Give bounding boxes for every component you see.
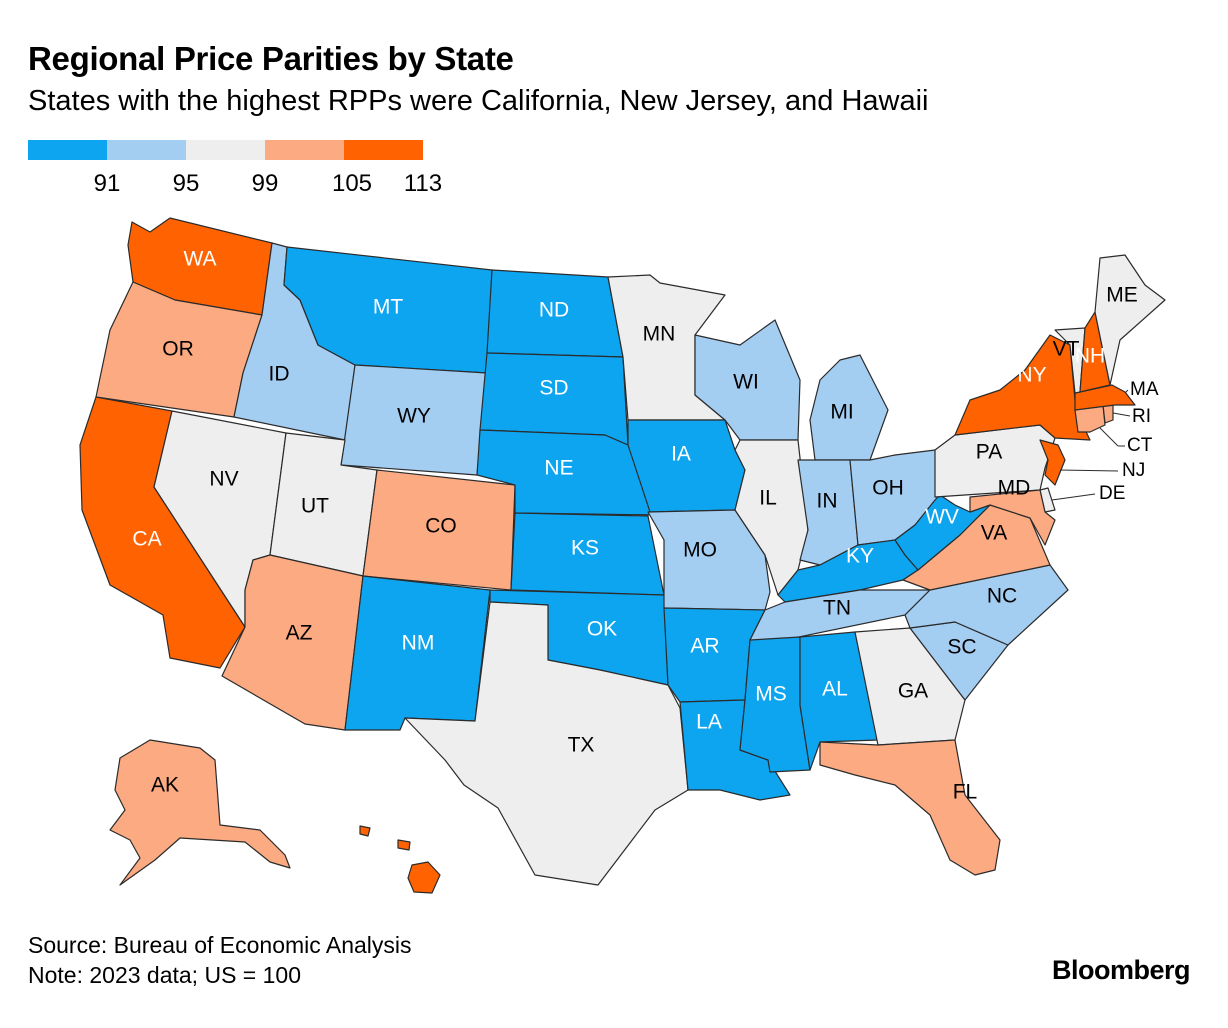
label-AR: AR xyxy=(690,635,719,658)
legend-swatch-0 xyxy=(28,140,107,160)
label-TX: TX xyxy=(568,734,595,757)
state-labels: WA OR CA NV ID MT WY UT AZ CO NM ND SD N… xyxy=(132,248,1137,804)
legend-swatch-4 xyxy=(344,140,423,160)
label-ME: ME xyxy=(1106,284,1138,307)
label-WV: WV xyxy=(925,506,959,529)
label-NY: NY xyxy=(1017,364,1046,387)
footer: Source: Bureau of Economic Analysis Note… xyxy=(28,930,412,990)
data-note: Note: 2023 data; US = 100 xyxy=(28,962,302,988)
state-MD[interactable] xyxy=(969,489,1056,546)
state-AK[interactable] xyxy=(109,739,291,886)
color-legend xyxy=(28,140,423,160)
label-WI: WI xyxy=(733,371,759,394)
label-SC: SC xyxy=(947,636,976,659)
label-UT: UT xyxy=(301,495,329,518)
state-HI-island[interactable] xyxy=(359,825,371,837)
label-LA: LA xyxy=(696,711,722,734)
legend-tick-labels: 91 95 99 105 113 xyxy=(0,170,500,200)
state-HI[interactable] xyxy=(407,861,441,894)
label-OK: OK xyxy=(587,618,617,641)
label-CO: CO xyxy=(425,515,457,538)
label-MS: MS xyxy=(755,683,787,706)
state-WV[interactable] xyxy=(894,494,991,571)
label-MI: MI xyxy=(830,401,853,424)
label-OH: OH xyxy=(872,477,904,500)
label-MD: MD xyxy=(998,477,1031,500)
legend-swatch-2 xyxy=(186,140,265,160)
label-AK: AK xyxy=(151,774,179,797)
label-FL: FL xyxy=(953,781,978,804)
state-NJ[interactable] xyxy=(1039,439,1066,486)
label-VA: VA xyxy=(981,522,1007,545)
label-DE: DE xyxy=(1099,483,1125,504)
chart-subtitle: States with the highest RPPs were Califo… xyxy=(28,85,929,117)
label-KS: KS xyxy=(571,537,599,560)
legend-tick: 91 xyxy=(93,170,121,197)
label-MN: MN xyxy=(643,323,676,346)
state-ME[interactable] xyxy=(1094,254,1166,386)
state-GA[interactable] xyxy=(854,627,966,746)
label-NC: NC xyxy=(987,585,1017,608)
state-FL[interactable] xyxy=(819,739,1001,876)
label-MT: MT xyxy=(373,296,403,319)
state-MI[interactable] xyxy=(809,354,889,461)
state-TX[interactable] xyxy=(404,601,689,886)
state-NE[interactable] xyxy=(476,429,661,516)
label-MO: MO xyxy=(683,539,717,562)
label-WY: WY xyxy=(397,405,431,428)
label-NH: NH xyxy=(1075,345,1105,368)
label-RI: RI xyxy=(1132,406,1151,427)
label-AZ: AZ xyxy=(286,622,313,645)
state-HI-island[interactable] xyxy=(397,839,411,851)
label-KY: KY xyxy=(846,545,874,568)
label-ID: ID xyxy=(269,363,290,386)
label-TN: TN xyxy=(823,597,851,620)
label-OR: OR xyxy=(162,338,194,361)
label-ND: ND xyxy=(539,299,569,322)
bloomberg-logo: Bloomberg xyxy=(1051,955,1191,985)
state-MA[interactable] xyxy=(1074,384,1136,411)
label-IL: IL xyxy=(759,487,777,510)
legend-tick: 95 xyxy=(172,170,200,197)
us-choropleth-map: WA OR CA NV ID MT WY UT AZ CO NM ND SD N… xyxy=(79,217,1166,894)
legend-tick: 99 xyxy=(251,170,279,197)
label-NE: NE xyxy=(544,457,573,480)
label-SD: SD xyxy=(539,377,568,400)
label-MA: MA xyxy=(1130,379,1159,400)
label-WA: WA xyxy=(183,248,216,271)
state-IA[interactable] xyxy=(627,419,746,513)
label-CA: CA xyxy=(132,528,161,551)
label-NV: NV xyxy=(209,468,238,491)
label-IA: IA xyxy=(671,443,691,466)
label-NJ: NJ xyxy=(1122,460,1145,481)
legend-tick: 113 xyxy=(403,170,443,197)
source-note: Source: Bureau of Economic Analysis xyxy=(28,932,412,958)
state-callouts: MA RI CT NJ DE xyxy=(1051,379,1159,504)
legend-tick: 105 xyxy=(331,170,373,197)
label-NM: NM xyxy=(402,632,435,655)
label-CT: CT xyxy=(1127,435,1153,456)
label-IN: IN xyxy=(817,490,838,513)
label-VT: VT xyxy=(1053,338,1080,361)
label-AL: AL xyxy=(822,678,848,701)
state-VT[interactable] xyxy=(1054,327,1086,394)
label-PA: PA xyxy=(976,441,1002,464)
legend-swatch-1 xyxy=(107,140,186,160)
label-GA: GA xyxy=(898,680,928,703)
legend-swatch-3 xyxy=(265,140,344,160)
chart-title: Regional Price Parities by State xyxy=(28,40,514,77)
state-RI[interactable] xyxy=(1102,404,1114,424)
